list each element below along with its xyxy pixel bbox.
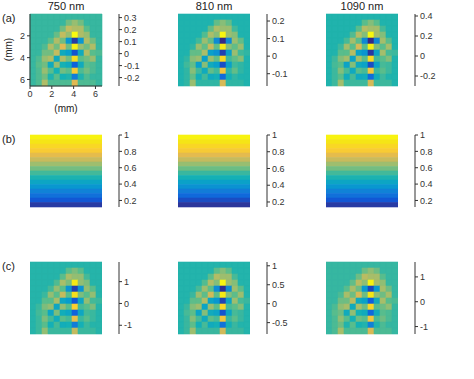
svg-text:1: 1 bbox=[272, 130, 277, 140]
svg-text:0.8: 0.8 bbox=[272, 147, 285, 157]
svg-text:-1: -1 bbox=[124, 320, 132, 330]
html-text:(mm): (mm) bbox=[54, 103, 78, 114]
svg-text:0: 0 bbox=[272, 51, 277, 61]
svg-text:4: 4 bbox=[20, 53, 25, 63]
svg-text:0.4: 0.4 bbox=[420, 11, 433, 21]
svg-text:1: 1 bbox=[124, 277, 129, 287]
svg-text:-0.5: -0.5 bbox=[272, 318, 288, 328]
svg-text:-0.1: -0.1 bbox=[124, 61, 140, 71]
svg-text:-1: -1 bbox=[420, 322, 428, 332]
html-text:(mm): (mm) bbox=[2, 37, 14, 62]
svg-text:1: 1 bbox=[124, 130, 129, 140]
svg-text:0.8: 0.8 bbox=[420, 147, 433, 157]
svg-text:0.1: 0.1 bbox=[124, 37, 137, 47]
svg-text:0: 0 bbox=[27, 89, 32, 99]
svg-text:1: 1 bbox=[420, 130, 425, 140]
svg-text:0.2: 0.2 bbox=[420, 31, 433, 41]
svg-text:2: 2 bbox=[49, 89, 54, 99]
svg-text:0.2: 0.2 bbox=[420, 196, 433, 206]
svg-text:0: 0 bbox=[124, 49, 129, 59]
svg-text:0.6: 0.6 bbox=[420, 163, 433, 173]
svg-text:0.2: 0.2 bbox=[124, 196, 137, 206]
svg-text:1: 1 bbox=[272, 261, 277, 271]
svg-text:0: 0 bbox=[272, 299, 277, 309]
svg-text:0.2: 0.2 bbox=[124, 25, 137, 35]
svg-text:2: 2 bbox=[20, 31, 25, 41]
html-text:810 nm: 810 nm bbox=[195, 0, 233, 12]
svg-text:4: 4 bbox=[71, 89, 76, 99]
html-text:750 nm: 750 nm bbox=[47, 0, 85, 12]
svg-text:0.3: 0.3 bbox=[124, 13, 137, 23]
svg-text:0.1: 0.1 bbox=[272, 34, 285, 44]
html-text:(c): (c) bbox=[2, 260, 15, 272]
svg-text:0.4: 0.4 bbox=[420, 179, 433, 189]
svg-text:6: 6 bbox=[20, 75, 25, 85]
svg-text:-0.2: -0.2 bbox=[124, 73, 140, 83]
svg-text:0.8: 0.8 bbox=[124, 147, 137, 157]
svg-text:0.2: 0.2 bbox=[272, 16, 285, 26]
svg-text:0: 0 bbox=[124, 299, 129, 309]
html-text:(b): (b) bbox=[2, 133, 16, 145]
svg-text:0: 0 bbox=[420, 51, 425, 61]
svg-text:0.4: 0.4 bbox=[124, 179, 137, 189]
svg-text:1: 1 bbox=[420, 272, 425, 282]
svg-text:-0.1: -0.1 bbox=[272, 69, 288, 79]
svg-text:0.6: 0.6 bbox=[124, 163, 137, 173]
svg-text:0.5: 0.5 bbox=[272, 280, 285, 290]
html-text:1090 nm: 1090 nm bbox=[340, 0, 384, 12]
html-text:(a): (a) bbox=[2, 12, 16, 24]
svg-text:0.6: 0.6 bbox=[272, 164, 285, 174]
svg-text:-0.2: -0.2 bbox=[420, 71, 436, 81]
svg-text:6: 6 bbox=[93, 89, 98, 99]
svg-text:0.4: 0.4 bbox=[272, 180, 285, 190]
svg-text:0: 0 bbox=[420, 297, 425, 307]
svg-text:0.2: 0.2 bbox=[272, 197, 285, 207]
